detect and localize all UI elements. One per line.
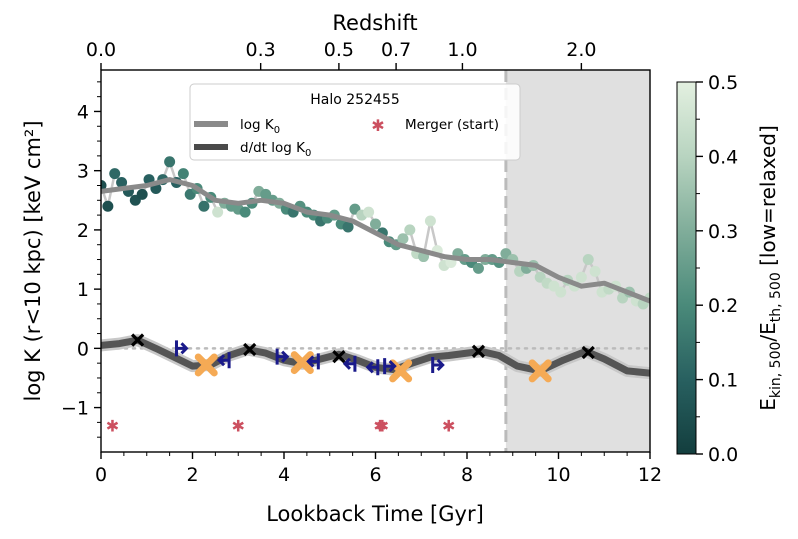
scatter-point	[363, 206, 375, 218]
scatter-point	[101, 179, 107, 191]
top-tick-label: 0.3	[246, 39, 276, 61]
top-axis-label: Redshift	[332, 11, 417, 35]
merger-star-marker: ✱	[232, 416, 245, 435]
segment-end-marker	[342, 355, 357, 372]
trough-x-marker	[290, 351, 314, 375]
scatter-point	[342, 221, 354, 233]
scatter-point	[424, 215, 436, 227]
top-tick-label: 0.5	[324, 39, 354, 61]
peak-x-marker	[471, 344, 486, 358]
x-tick-label: 2	[186, 464, 198, 486]
legend-label-merger: Merger (start)	[405, 117, 499, 133]
merger-star-marker: ✱	[376, 416, 389, 435]
y-tick-label: 2	[77, 220, 89, 242]
peak-x-marker	[130, 333, 145, 347]
top-tick-label: 0.0	[86, 39, 116, 61]
x-tick-label: 8	[461, 464, 473, 486]
top-tick-label: 1.0	[447, 39, 477, 61]
x-tick-label: 0	[95, 464, 107, 486]
colorbar-tick-label: 0.2	[708, 295, 738, 317]
scatter-point	[164, 156, 176, 168]
colorbar-gradient	[676, 81, 697, 455]
y-tick-label: −1	[61, 398, 89, 420]
colorbar-tick-label: 0.1	[708, 370, 738, 392]
colorbar-tick-label: 0.4	[708, 146, 738, 168]
peak-x-marker	[332, 350, 346, 364]
segment-end-marker	[306, 353, 320, 370]
x-tick-label: 12	[638, 464, 662, 486]
legend-label-dlogk: d/dt log K0	[240, 140, 311, 159]
legend-merger-star-icon: ✱	[371, 116, 384, 135]
peak-x-marker	[243, 342, 257, 357]
scatter-point	[109, 168, 121, 180]
scatter-point	[397, 233, 409, 245]
scatter-point	[116, 177, 128, 189]
y-tick-label: 0	[77, 338, 89, 360]
scatter-point	[239, 206, 251, 218]
scatter-point	[575, 271, 587, 283]
x-tick-label: 10	[546, 464, 570, 486]
shaded-region	[505, 70, 650, 452]
x-axis-label: Lookback Time [Gyr]	[266, 502, 484, 526]
colorbar-label: Ekin, 500/Eth, 500 [low=relaxed]	[756, 125, 784, 411]
scatter-point	[472, 262, 484, 274]
scatter-point	[370, 218, 381, 230]
trough-x-marker	[528, 359, 552, 383]
scatter-point	[404, 224, 416, 236]
top-tick-label: 2.0	[566, 39, 596, 61]
segment-start-marker	[383, 358, 397, 375]
legend-label-logk: log K0	[240, 117, 280, 136]
segment-end-marker	[365, 359, 380, 376]
segment-start-marker	[174, 340, 189, 357]
y-tick-label: 4	[77, 101, 89, 123]
merger-star-marker: ✱	[106, 416, 119, 435]
scatter-point	[136, 188, 148, 200]
segment-start-marker	[275, 348, 290, 365]
legend-title: Halo 252455	[310, 92, 399, 108]
x-tick-label: 4	[278, 464, 290, 486]
scatter-point	[198, 200, 210, 212]
legend: Halo 252455 log K0 d/dt log K0 ✱ Merger …	[189, 83, 521, 161]
colorbar-tick-label: 0.0	[708, 444, 738, 466]
trough-x-marker	[194, 353, 218, 377]
y-tick-label: 1	[77, 279, 89, 301]
colorbar: 0.0 0.1 0.2 0.3 0.4 0.5 Ekin, 500/Eth, 500 [l…	[676, 72, 784, 466]
scatter-point	[212, 206, 224, 218]
segment-end-marker	[216, 352, 231, 369]
merger-star-marker: ✱	[442, 416, 455, 435]
colorbar-tick-label: 0.3	[708, 221, 738, 243]
scatter-point	[589, 265, 601, 277]
scatter-point	[177, 168, 189, 180]
logk-smoothed-line	[101, 177, 650, 304]
x-tick-label: 6	[369, 464, 381, 486]
y-tick-label: 3	[77, 161, 89, 183]
legend-box	[189, 83, 521, 161]
peak-x-marker	[581, 345, 595, 360]
colorbar-tick-label: 0.5	[708, 72, 738, 94]
y-axis-label: log K (r<10 kpc) [keV cm²]	[21, 120, 45, 401]
top-tick-label: 0.7	[381, 39, 411, 61]
scatter-point	[582, 254, 594, 266]
merger-star-marker: ✱	[373, 416, 386, 435]
scatter-point	[555, 286, 567, 298]
segment-start-marker	[431, 356, 445, 373]
scatter-point	[102, 200, 114, 212]
